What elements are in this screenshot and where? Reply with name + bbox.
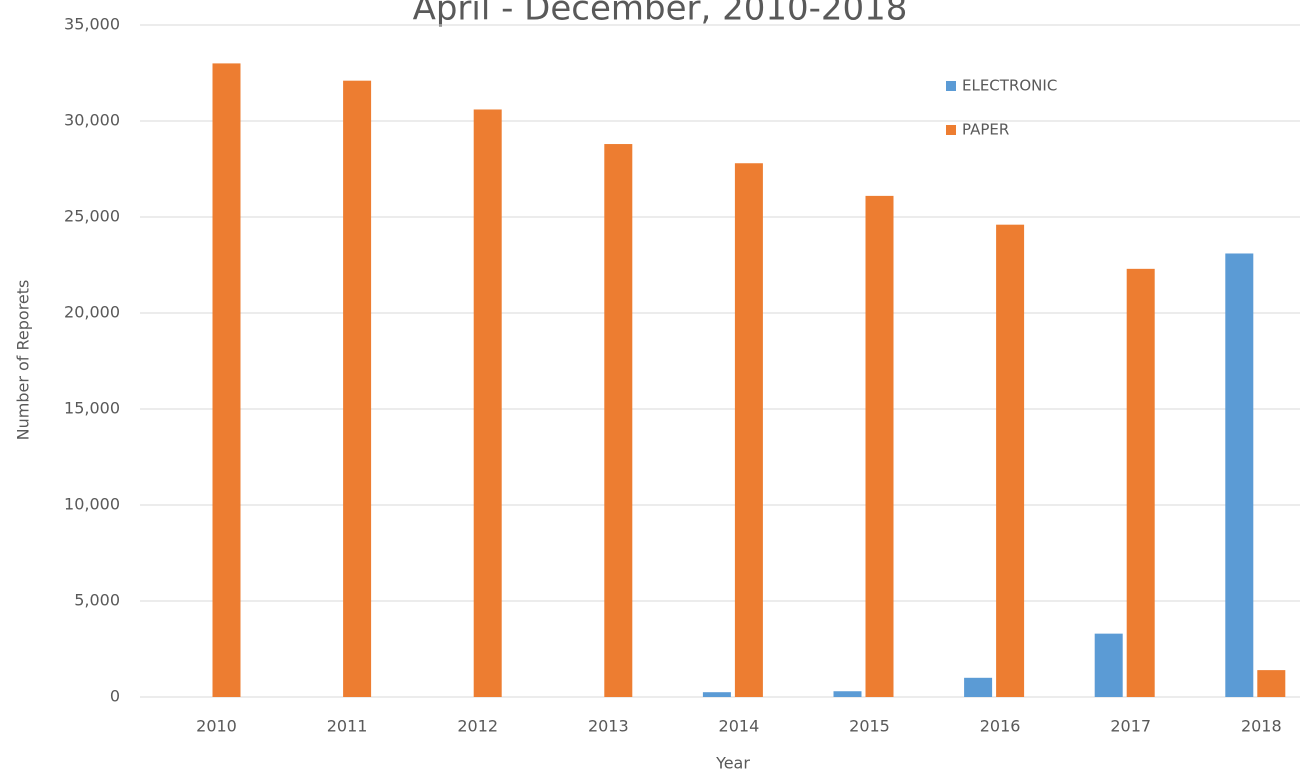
y-tick-label: 15,000 — [64, 399, 120, 418]
bar — [833, 691, 862, 697]
bar — [604, 144, 633, 698]
bar — [865, 195, 894, 697]
bar — [734, 163, 763, 698]
bar — [1094, 633, 1123, 697]
x-tick-label: 2012 — [457, 717, 498, 736]
x-tick-label: 2013 — [588, 717, 629, 736]
bar — [212, 63, 241, 697]
y-tick-label: 10,000 — [64, 495, 120, 514]
y-tick-label: 5,000 — [74, 591, 120, 610]
legend-label: ELECTRONIC — [962, 77, 1057, 95]
bar — [702, 692, 731, 697]
y-tick-label: 20,000 — [64, 303, 120, 322]
x-axis-label: Year — [715, 754, 750, 773]
x-tick-label: 2010 — [196, 717, 237, 736]
x-tick-label: 2016 — [980, 717, 1021, 736]
bar — [1126, 268, 1155, 697]
bar — [1225, 253, 1254, 698]
y-tick-label: 35,000 — [64, 15, 120, 34]
legend-swatch — [946, 81, 956, 91]
bar — [964, 677, 993, 697]
legend-label: PAPER — [962, 121, 1009, 139]
y-axis-label: Number of Reporets — [14, 280, 33, 441]
x-tick-label: 2018 — [1241, 717, 1282, 736]
bar — [473, 109, 502, 698]
y-tick-label: 25,000 — [64, 207, 120, 226]
x-tick-label: 2015 — [849, 717, 890, 736]
x-tick-label: 2014 — [719, 717, 760, 736]
chart-title: April - December, 2010-2018 — [413, 0, 908, 29]
legend-swatch — [946, 125, 956, 135]
x-tick-label: 2017 — [1110, 717, 1151, 736]
x-tick-label: 2011 — [327, 717, 368, 736]
bar — [996, 224, 1025, 697]
y-tick-label: 30,000 — [64, 111, 120, 130]
y-tick-label: 0 — [110, 687, 120, 706]
bar — [343, 80, 372, 698]
bar — [1257, 670, 1286, 697]
